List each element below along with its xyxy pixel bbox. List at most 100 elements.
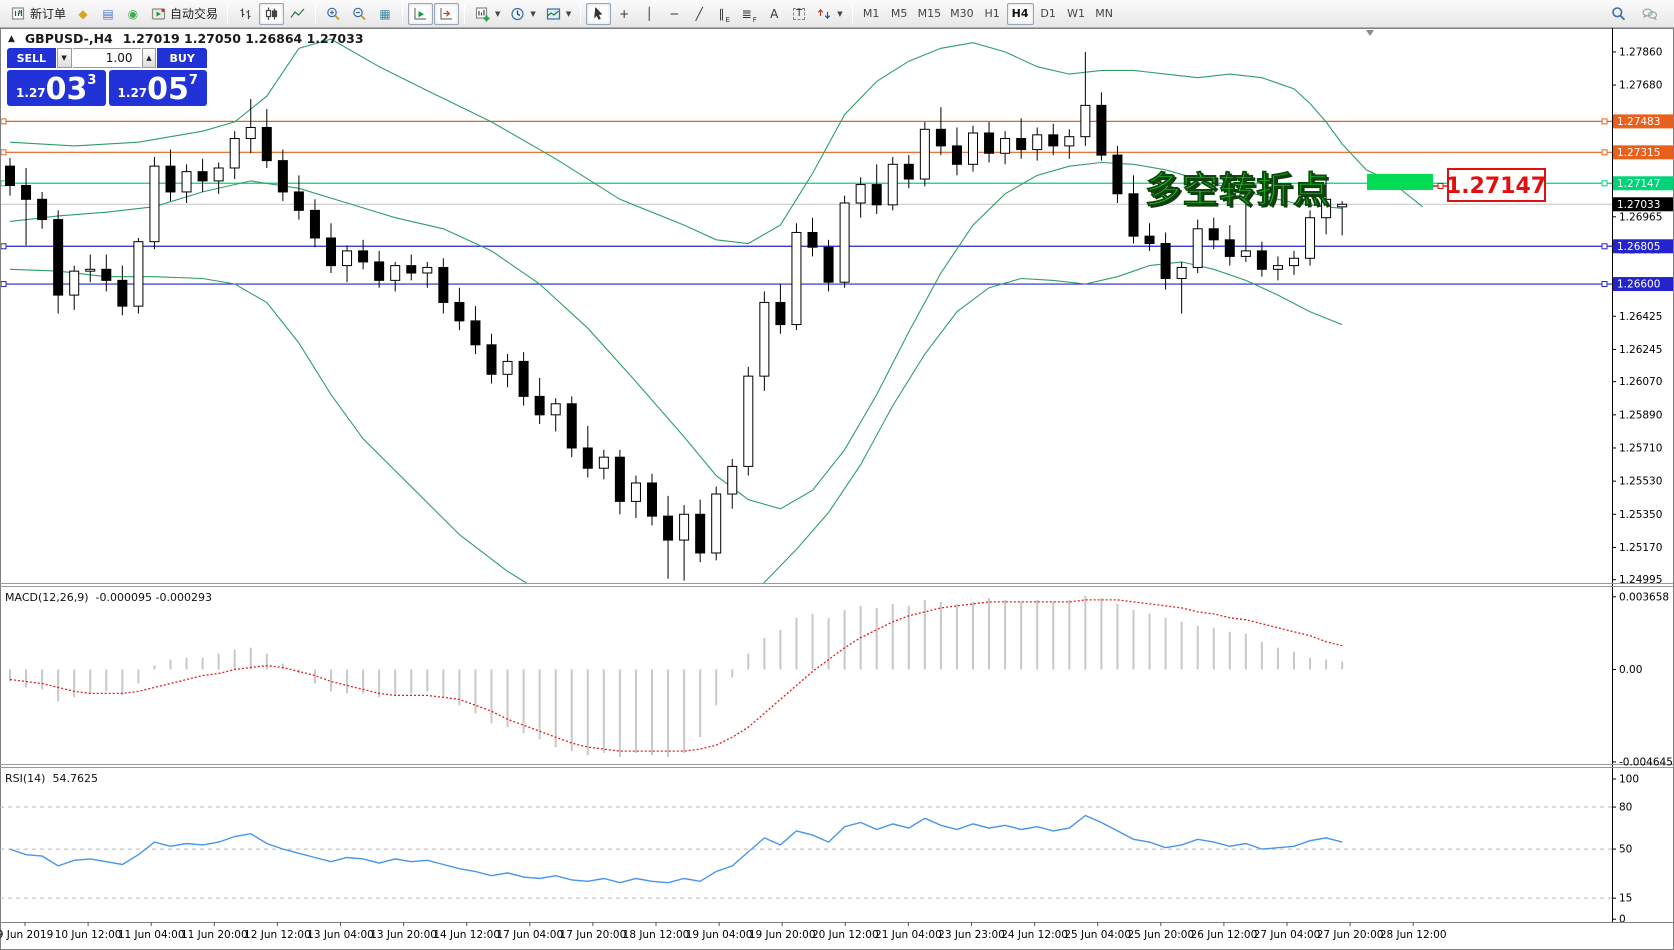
- zoom-in-button[interactable]: [321, 3, 346, 25]
- macd-panel-splitter[interactable]: [0, 582, 1674, 587]
- svg-text:0: 0: [1619, 914, 1626, 926]
- timeframe-button-w1[interactable]: W1: [1067, 7, 1086, 20]
- text-label-button[interactable]: T: [787, 3, 811, 25]
- toolbar-separator: [227, 3, 229, 24]
- svg-text:1.26245: 1.26245: [1619, 344, 1662, 356]
- timeframe-button-m5[interactable]: M5: [890, 7, 908, 20]
- main-toolbar: 新订单 ◆ ▤ ◉ 自动交易 ▦ ▼ ▼ ▼ + │ ─ ╱ ∥ E ≣ F A T ▼ M1 M5 M15 M30 H1 H4 D…: [0, 0, 1674, 28]
- text-button[interactable]: A: [770, 6, 779, 21]
- timeframe-button-m1[interactable]: M1: [862, 7, 880, 20]
- cursor-button[interactable]: [586, 2, 612, 25]
- new-chart-dropdown[interactable]: ▼: [470, 3, 504, 25]
- buy-button[interactable]: BUY: [157, 48, 207, 68]
- svg-text:1.27860: 1.27860: [1619, 46, 1662, 58]
- fibonacci-button[interactable]: ≣ F: [741, 6, 757, 24]
- channel-button[interactable]: ∥ E: [718, 6, 730, 24]
- rsi-panel-splitter[interactable]: [0, 763, 1674, 768]
- toolbar-separator: [580, 3, 582, 24]
- axis-price-label-1.27315: 1.27315: [1613, 145, 1673, 160]
- zoom-out-button[interactable]: [347, 3, 372, 25]
- tile-windows-button[interactable]: ▦: [379, 6, 391, 21]
- axis-price-label-1.27147: 1.27147: [1613, 176, 1673, 191]
- periods-dropdown[interactable]: ▼: [505, 3, 539, 25]
- horizontal-level-line-1.266[interactable]: [0, 281, 1612, 288]
- timeframe-button-h1[interactable]: H1: [984, 7, 1000, 20]
- timeframe-button-m30[interactable]: M30: [950, 7, 974, 20]
- svg-text:28 Jun 12:00: 28 Jun 12:00: [1380, 929, 1447, 941]
- svg-text:80: 80: [1619, 802, 1632, 814]
- signals-button[interactable]: ◉: [127, 6, 139, 21]
- turning-point-zone-rect[interactable]: [1367, 174, 1433, 190]
- new-order-button[interactable]: 新订单: [6, 3, 70, 25]
- axis-price-label-1.27033: 1.27033: [1613, 197, 1673, 212]
- bar-chart-button[interactable]: [233, 3, 258, 25]
- sell-price-display[interactable]: 1.27 03 3: [7, 70, 106, 106]
- price-axis[interactable]: 1.278601.276801.269651.267851.266001.264…: [1612, 46, 1673, 586]
- axis-price-label-1.26600: 1.26600: [1613, 277, 1673, 292]
- svg-text:1.27315: 1.27315: [1617, 147, 1660, 159]
- annotation-price-label[interactable]: [1447, 168, 1546, 202]
- buy-price-frac: 1.27: [117, 86, 148, 100]
- svg-text:0.003658: 0.003658: [1619, 591, 1669, 603]
- macd-panel[interactable]: 0.003658 0.00 -0.004645: [9, 591, 1673, 768]
- svg-text:10 Jun 12:00: 10 Jun 12:00: [55, 929, 122, 941]
- volume-step-up-button[interactable]: ▲: [141, 48, 157, 68]
- macd-name: MACD(12,26,9): [5, 591, 89, 604]
- search-button[interactable]: [1606, 3, 1631, 25]
- chat-button[interactable]: [1637, 3, 1662, 25]
- horizontal-level-line-1.27483[interactable]: [0, 118, 1612, 125]
- sell-button[interactable]: SELL: [7, 48, 56, 68]
- timeframe-button-d1[interactable]: D1: [1040, 7, 1056, 20]
- trendline-button[interactable]: ╱: [695, 6, 703, 21]
- svg-text:15: 15: [1619, 893, 1632, 905]
- rsi-line: [9, 814, 1343, 884]
- horizontal-level-line-1.26805[interactable]: [0, 243, 1612, 250]
- objects-button[interactable]: ◆: [78, 6, 88, 21]
- axis-price-label-1.26805: 1.26805: [1613, 239, 1673, 254]
- svg-text:25 Jun 04:00: 25 Jun 04:00: [1064, 929, 1131, 941]
- auto-scroll-button[interactable]: [408, 2, 434, 25]
- buy-price-display[interactable]: 1.27 05 7: [108, 70, 207, 106]
- timeframe-button-m15[interactable]: M15: [917, 7, 942, 20]
- chart-shift-button[interactable]: [434, 2, 460, 25]
- volume-step-down-button[interactable]: ▼: [56, 48, 72, 68]
- rsi-panel[interactable]: 100 80 50 15 0: [0, 774, 1639, 926]
- templates-dropdown[interactable]: ▼: [541, 3, 575, 25]
- profiles-button[interactable]: ▤: [102, 6, 114, 21]
- svg-text:1.25890: 1.25890: [1619, 409, 1662, 421]
- svg-text:17 Jun 20:00: 17 Jun 20:00: [560, 929, 627, 941]
- trade-panel-collapse-icon[interactable]: ▲: [8, 33, 15, 44]
- timeframe-button-h4[interactable]: H4: [1006, 2, 1034, 25]
- svg-text:1.25530: 1.25530: [1619, 476, 1662, 488]
- svg-text:1.27147: 1.27147: [1446, 174, 1546, 199]
- svg-text:多空转折点: 多空转折点: [1148, 172, 1333, 213]
- crosshair-button[interactable]: +: [619, 6, 630, 21]
- macd-indicator-label: MACD(12,26,9) -0.000095 -0.000293: [5, 591, 212, 604]
- toolbar-separator: [315, 3, 317, 24]
- candles-layer: [5, 51, 1348, 581]
- svg-text:1.27147: 1.27147: [1617, 178, 1660, 190]
- svg-text:1.26425: 1.26425: [1619, 311, 1662, 323]
- volume-input[interactable]: [72, 48, 141, 68]
- svg-text:0.00: 0.00: [1619, 664, 1642, 676]
- rsi-value: 54.7625: [52, 772, 98, 785]
- candle-chart-button[interactable]: [259, 2, 285, 25]
- svg-text:1.27680: 1.27680: [1619, 80, 1662, 92]
- line-chart-button[interactable]: [285, 3, 310, 25]
- rsi-indicator-label: RSI(14) 54.7625: [5, 772, 98, 785]
- timeframe-button-mn[interactable]: MN: [1095, 7, 1113, 20]
- vertical-line-button[interactable]: │: [645, 6, 653, 21]
- toolbar-separator: [464, 3, 466, 24]
- bollinger-middle-band: [9, 161, 1343, 510]
- svg-text:21 Jun 04:00: 21 Jun 04:00: [875, 929, 942, 941]
- autotrading-button[interactable]: 自动交易: [146, 3, 222, 25]
- svg-text:25 Jun 20:00: 25 Jun 20:00: [1127, 929, 1194, 941]
- horizontal-line-button[interactable]: ─: [670, 6, 678, 21]
- chart-shift-marker-icon[interactable]: [1366, 30, 1374, 36]
- arrows-dropdown[interactable]: ▼: [812, 3, 846, 25]
- svg-text:1.25170: 1.25170: [1619, 542, 1662, 554]
